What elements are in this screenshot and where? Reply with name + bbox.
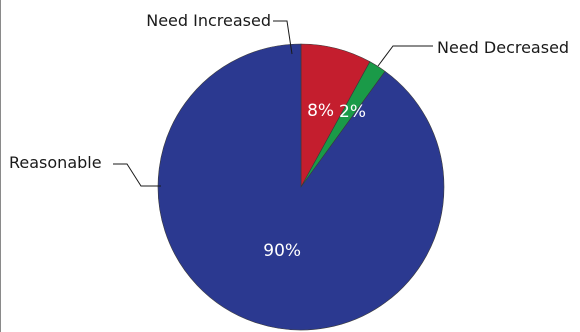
category-labels-layer: Need Increased Need Decreased Reasonable (9, 11, 569, 172)
slices-layer (157, 43, 445, 331)
leader-line-need-decreased (377, 45, 433, 67)
category-label-need-increased: Need Increased (146, 11, 271, 30)
percent-label-reasonable: 90% (263, 241, 301, 261)
percent-labels-layer: 8% 2% 90% (263, 101, 366, 261)
category-label-reasonable: Reasonable (9, 153, 102, 172)
leader-line-need-increased (273, 20, 293, 55)
percent-label-need-increased: 8% (307, 101, 334, 121)
leader-line-reasonable (113, 163, 161, 187)
category-label-need-decreased: Need Decreased (437, 38, 569, 57)
percent-label-need-decreased: 2% (339, 102, 366, 122)
pie-slice-reasonable (157, 43, 445, 331)
leaders-layer (113, 20, 433, 187)
